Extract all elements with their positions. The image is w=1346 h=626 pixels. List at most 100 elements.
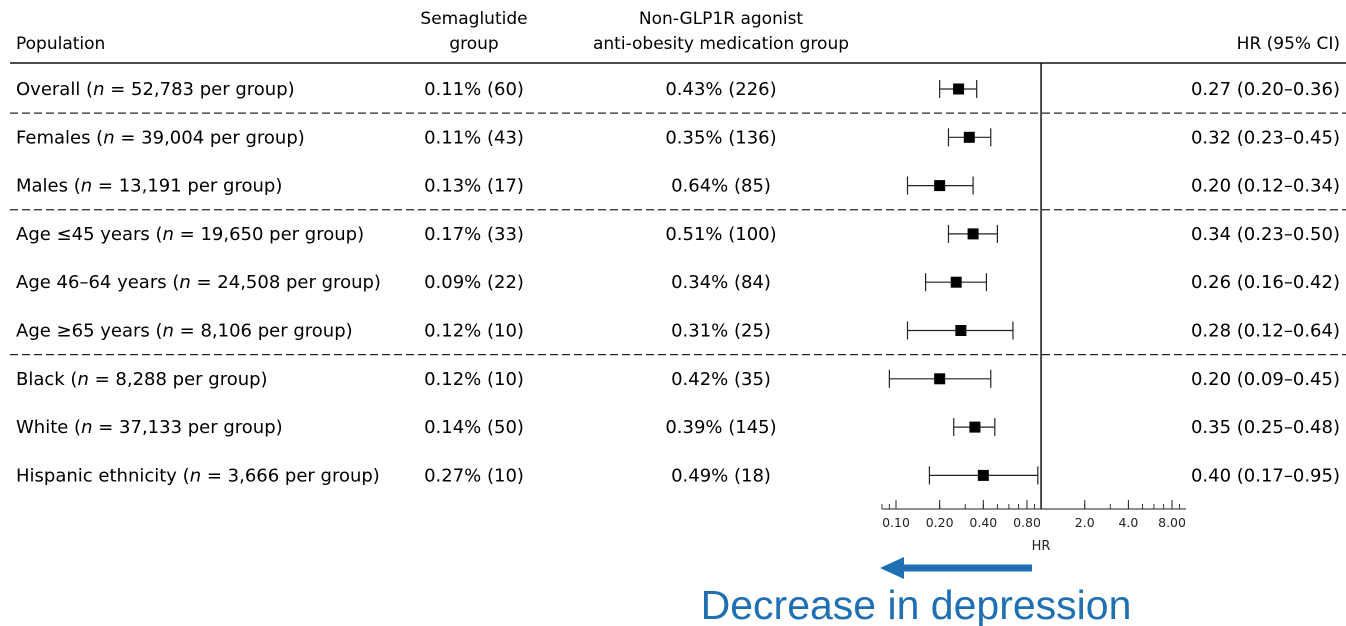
row-label-suffix: = 52,783 per group)	[105, 79, 295, 100]
row-label-n: n	[190, 465, 201, 486]
header-population: Population	[16, 34, 105, 54]
row-label-prefix: White (	[16, 417, 81, 438]
hr-point	[934, 180, 946, 192]
ci-mark	[906, 176, 974, 195]
x-axis-label: HR	[1032, 539, 1051, 554]
table-row: Age ≥65 years (n = 8,106 per group) 0.12%…	[16, 321, 1340, 342]
semaglutide-value: 0.11% (60)	[424, 79, 524, 100]
hr-ci-value: 0.34 (0.23–0.50)	[1191, 224, 1340, 245]
ci-mark	[947, 128, 992, 147]
table-row: Age ≤45 years (n = 19,650 per group) 0.17…	[16, 224, 1340, 245]
row-label-prefix: Females (	[16, 127, 103, 148]
row-label-n: n	[81, 176, 92, 197]
row-label-suffix: = 37,133 per group)	[93, 417, 283, 438]
row-label: Females (n = 39,004 per group)	[16, 127, 305, 148]
tick-label: 0.40	[969, 515, 997, 530]
comparator-value: 0.34% (84)	[671, 272, 771, 293]
row-label-suffix: = 8,106 per group)	[174, 321, 353, 342]
row-label: Age ≥65 years (n = 8,106 per group)	[16, 321, 353, 342]
row-label-n: n	[163, 321, 174, 342]
hr-point	[963, 131, 975, 143]
hr-ci-value: 0.32 (0.23–0.45)	[1191, 127, 1340, 148]
comparator-value: 0.31% (25)	[671, 321, 771, 342]
hr-ci-value: 0.28 (0.12–0.64)	[1191, 321, 1340, 342]
comparator-value: 0.35% (136)	[665, 127, 776, 148]
row-label: Age 46–64 years (n = 24,508 per group)	[16, 272, 381, 293]
hr-ci-value: 0.20 (0.09–0.45)	[1191, 369, 1340, 390]
tick-label: 0.20	[926, 515, 954, 530]
ci-mark	[925, 273, 988, 292]
hr-ci-value: 0.26 (0.16–0.42)	[1191, 272, 1340, 293]
row-label: Overall (n = 52,783 per group)	[16, 79, 295, 100]
table-row: Age 46–64 years (n = 24,508 per group) 0.…	[16, 272, 1340, 293]
tick-label: 8.00	[1158, 515, 1186, 530]
tick-label: 4.0	[1118, 515, 1138, 530]
row-label-suffix: = 39,004 per group)	[115, 127, 305, 148]
row-label-prefix: Age ≤45 years (	[16, 224, 163, 245]
row-label-n: n	[103, 127, 114, 148]
row-label-suffix: = 19,650 per group)	[174, 224, 364, 245]
hr-point	[969, 421, 981, 433]
comparator-value: 0.64% (85)	[671, 176, 771, 197]
row-label-n: n	[93, 79, 104, 100]
table-row: Overall (n = 52,783 per group) 0.11% (60)…	[16, 79, 1340, 100]
hr-ci-value: 0.20 (0.12–0.34)	[1191, 176, 1340, 197]
row-label-prefix: Age 46–64 years (	[16, 272, 179, 293]
tick-label: 2.0	[1075, 515, 1095, 530]
hr-ci-value: 0.27 (0.20–0.36)	[1191, 79, 1340, 100]
x-axis: 0.10 0.20 0.40 0.80 2.0 4.0 8.00	[881, 500, 1187, 530]
table-row: Black (n = 8,288 per group) 0.12% (10) 0.4…	[16, 369, 1340, 390]
row-label-prefix: Black (	[16, 369, 77, 390]
row-label-prefix: Males (	[16, 176, 81, 197]
ci-mark	[906, 321, 1014, 340]
ci-marks	[888, 80, 1039, 485]
semaglutide-value: 0.12% (10)	[424, 321, 524, 342]
hr-point	[950, 276, 962, 288]
header-comparator-line2: anti-obesity medication group	[593, 34, 849, 54]
row-label-n: n	[163, 224, 174, 245]
ci-mark	[939, 80, 978, 98]
comparator-value: 0.43% (226)	[665, 79, 776, 100]
table-row: Males (n = 13,191 per group) 0.13% (17) 0.…	[16, 176, 1340, 197]
row-label-n: n	[77, 369, 88, 390]
arrow-left-icon	[880, 557, 904, 579]
ci-mark	[953, 418, 996, 437]
comparator-value: 0.49% (18)	[671, 465, 771, 486]
header-semaglutide-line1: Semaglutide	[420, 9, 527, 29]
column-headers: Population Semaglutide group Non-GLP1R a…	[16, 9, 1340, 54]
hr-point	[955, 325, 967, 336]
ci-mark	[928, 466, 1039, 485]
table-rows: Overall (n = 52,783 per group) 0.11% (60)…	[16, 79, 1340, 486]
group-separators	[10, 112, 1346, 356]
hr-ci-value: 0.40 (0.17–0.95)	[1191, 465, 1340, 486]
arrow-caption: Decrease in depression	[701, 582, 1132, 626]
table-row: White (n = 37,133 per group) 0.14% (50) 0.…	[16, 417, 1340, 438]
row-label-prefix: Hispanic ethnicity (	[16, 465, 190, 486]
row-label: Hispanic ethnicity (n = 3,666 per group)	[16, 465, 380, 486]
row-label: Black (n = 8,288 per group)	[16, 369, 268, 390]
tick-label: 0.10	[882, 515, 910, 530]
direction-annotation: Decrease in depression	[701, 557, 1132, 626]
semaglutide-value: 0.11% (43)	[424, 127, 524, 148]
hr-point	[977, 469, 989, 481]
semaglutide-value: 0.12% (10)	[424, 369, 524, 390]
hr-point	[967, 228, 979, 240]
row-label-suffix: = 8,288 per group)	[89, 369, 268, 390]
forest-plot: 0.10 0.20 0.40 0.80 2.0 4.0 8.00 HR	[881, 63, 1187, 554]
row-label-suffix: = 24,508 per group)	[191, 272, 381, 293]
row-label-prefix: Overall (	[16, 79, 93, 100]
row-label-n: n	[81, 417, 92, 438]
semaglutide-value: 0.17% (33)	[424, 224, 524, 245]
row-label: White (n = 37,133 per group)	[16, 417, 283, 438]
comparator-value: 0.51% (100)	[665, 224, 776, 245]
hr-point	[934, 373, 946, 385]
row-label: Age ≤45 years (n = 19,650 per group)	[16, 224, 364, 245]
semaglutide-value: 0.09% (22)	[424, 272, 524, 293]
table-row: Females (n = 39,004 per group) 0.11% (43)…	[16, 127, 1340, 148]
header-hr-ci: HR (95% CI)	[1237, 34, 1340, 54]
row-label-n: n	[179, 272, 190, 293]
ci-mark	[947, 224, 998, 243]
hr-point	[953, 83, 965, 95]
row-label-suffix: = 3,666 per group)	[201, 465, 380, 486]
